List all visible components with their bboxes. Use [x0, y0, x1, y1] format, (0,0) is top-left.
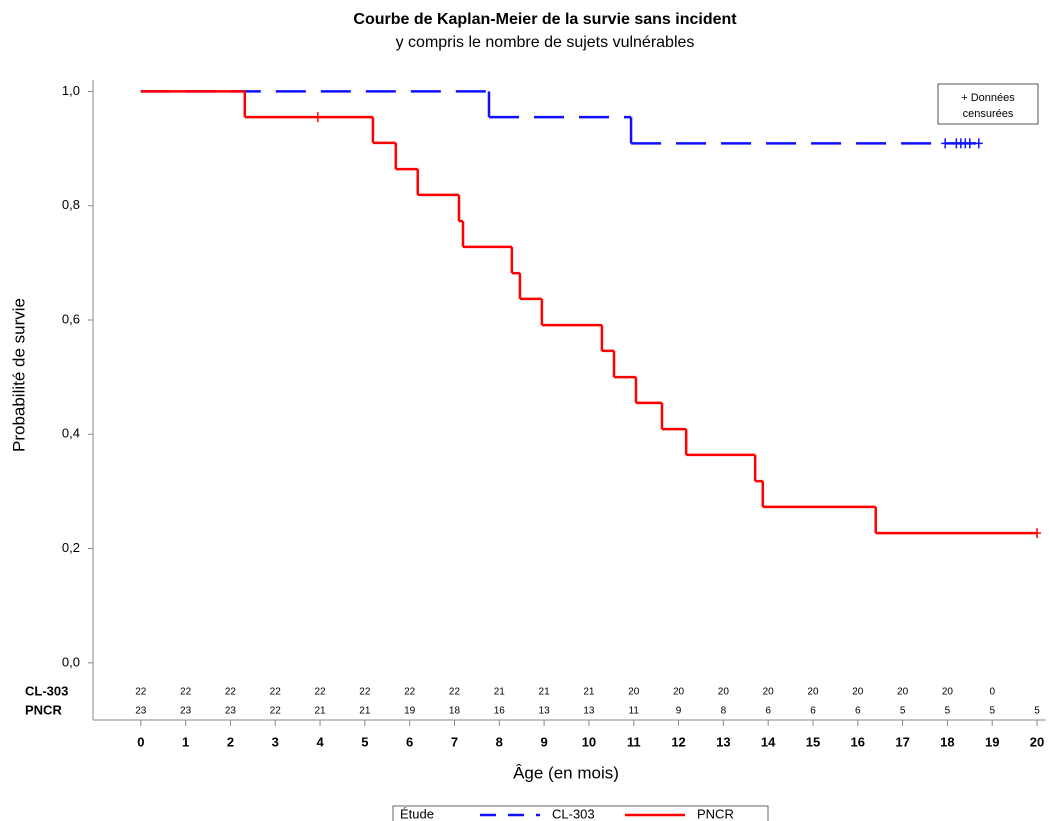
- at-risk-count: 23: [225, 706, 237, 717]
- at-risk-count: 20: [807, 687, 819, 698]
- at-risk-count: 6: [765, 706, 771, 717]
- x-tick-label: 19: [985, 734, 999, 749]
- x-tick-label: 14: [761, 734, 776, 749]
- at-risk-count: 23: [180, 706, 192, 717]
- x-tick-label: 2: [227, 734, 234, 749]
- at-risk-count: 13: [583, 706, 595, 717]
- legend-box: [392, 805, 769, 821]
- x-tick-label: 0: [137, 734, 144, 749]
- y-tick-label: 0,8: [62, 197, 80, 212]
- x-tick-label: 8: [496, 734, 503, 749]
- censor-mark: [313, 112, 322, 123]
- at-risk-count: 21: [583, 687, 595, 698]
- x-tick-label: 3: [272, 734, 279, 749]
- at-risk-count: 20: [718, 687, 730, 698]
- at-risk-count: 6: [855, 706, 861, 717]
- chart-subtitle: y compris le nombre de sujets vulnérable…: [396, 34, 695, 51]
- censor-mark: [974, 138, 983, 149]
- chart-title: Courbe de Kaplan-Meier de la survie sans…: [353, 11, 737, 28]
- y-tick-label: 0,0: [62, 654, 80, 669]
- at-risk-count: 22: [359, 687, 371, 698]
- at-risk-count: 5: [900, 706, 906, 717]
- y-tick-label: 0,6: [62, 311, 80, 326]
- x-tick-label: 16: [851, 734, 865, 749]
- x-tick-label: 7: [451, 734, 458, 749]
- x-tick-label: 10: [582, 734, 596, 749]
- y-tick-label: 0,4: [62, 426, 80, 441]
- censor-note: censurées: [963, 108, 1014, 120]
- at-risk-count: 21: [539, 687, 551, 698]
- at-risk-count: 5: [1034, 706, 1040, 717]
- at-risk-count: 20: [897, 687, 909, 698]
- at-risk-count: 22: [180, 687, 192, 698]
- x-tick-label: 5: [361, 734, 368, 749]
- x-axis-label: Âge (en mois): [513, 763, 619, 782]
- censor-note-box: [937, 83, 1039, 125]
- at-risk-count: 22: [404, 687, 416, 698]
- at-risk-count: 22: [270, 687, 282, 698]
- at-risk-count: 20: [673, 687, 685, 698]
- risk-row-label: CL-303: [25, 683, 68, 698]
- x-tick-label: 13: [716, 734, 730, 749]
- at-risk-count: 23: [135, 706, 147, 717]
- censor-mark: [941, 138, 950, 149]
- x-tick-label: 6: [406, 734, 413, 749]
- at-risk-count: 20: [763, 687, 775, 698]
- x-tick-label: 15: [806, 734, 820, 749]
- at-risk-count: 21: [359, 706, 371, 717]
- x-tick-label: 4: [316, 734, 324, 749]
- at-risk-count: 16: [494, 706, 506, 717]
- at-risk-count: 22: [225, 687, 237, 698]
- at-risk-count: 5: [945, 706, 951, 717]
- at-risk-count: 19: [404, 706, 416, 717]
- at-risk-count: 13: [539, 706, 551, 717]
- legend-title: Étude: [400, 806, 434, 821]
- x-tick-label: 18: [940, 734, 954, 749]
- at-risk-count: 0: [989, 687, 995, 698]
- at-risk-count: 18: [449, 706, 461, 717]
- x-tick-label: 11: [627, 734, 641, 749]
- x-tick-label: 17: [895, 734, 909, 749]
- at-risk-count: 22: [314, 687, 326, 698]
- at-risk-count: 21: [314, 706, 326, 717]
- at-risk-count: 21: [494, 687, 506, 698]
- at-risk-count: 22: [270, 706, 282, 717]
- at-risk-count: 11: [629, 706, 640, 717]
- at-risk-count: 20: [852, 687, 864, 698]
- y-axis-label: Probabilité de survie: [9, 298, 28, 452]
- at-risk-count: 22: [135, 687, 147, 698]
- censor-mark: [1033, 528, 1042, 539]
- x-tick-label: 20: [1030, 734, 1044, 749]
- at-risk-count: 8: [721, 706, 727, 717]
- censor-note: + Données: [961, 92, 1015, 104]
- legend-label: CL-303: [552, 806, 595, 821]
- at-risk-count: 22: [449, 687, 461, 698]
- y-tick-label: 1,0: [62, 83, 80, 98]
- censor-mark: [965, 138, 974, 149]
- at-risk-count: 20: [628, 687, 640, 698]
- x-tick-label: 1: [182, 734, 189, 749]
- at-risk-count: 20: [942, 687, 954, 698]
- legend-label: PNCR: [697, 806, 734, 821]
- at-risk-count: 6: [810, 706, 816, 717]
- x-tick-label: 12: [671, 734, 685, 749]
- at-risk-count: 5: [989, 706, 995, 717]
- y-tick-label: 0,2: [62, 540, 80, 555]
- x-tick-label: 9: [540, 734, 547, 749]
- at-risk-count: 9: [676, 706, 682, 717]
- risk-row-label: PNCR: [25, 702, 62, 717]
